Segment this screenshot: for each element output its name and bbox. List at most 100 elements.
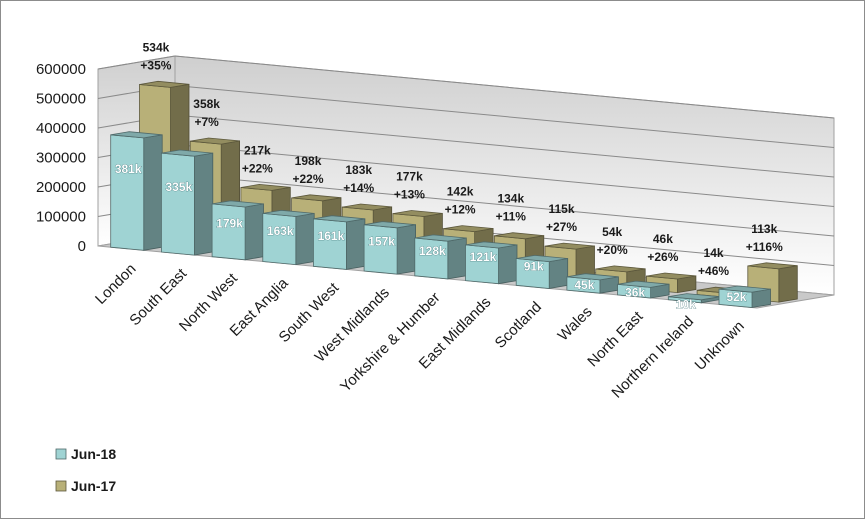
bar-jun17-12-side (778, 265, 798, 303)
x-tick-label: Unknown (692, 318, 748, 374)
data-label-jun17-change: +11% (496, 210, 527, 224)
x-tick-label: Wales (555, 303, 596, 344)
bar-jun18-0-top (110, 131, 163, 139)
legend-swatch (55, 448, 67, 460)
bar-jun18-6 (414, 234, 467, 280)
data-label-jun18-value: 45k (574, 278, 594, 292)
bar-jun18-1-top (161, 149, 213, 157)
data-label-jun17-value: 46k (653, 232, 673, 246)
bar-jun18-0-side (143, 134, 163, 251)
data-label-jun17-value: 217k (244, 143, 271, 157)
data-label-jun18-value: 179k (216, 217, 243, 231)
data-label-jun17-value: 534k (143, 40, 170, 54)
bar-jun17-8-top (544, 242, 595, 250)
legend-label: Jun-17 (71, 478, 116, 494)
bar-jun18-1-side (193, 152, 214, 256)
bar-jun18-12 (718, 285, 771, 308)
legend-swatch (55, 480, 67, 492)
data-label-jun18-value: 161k (318, 229, 345, 243)
bar-jun18-3 (262, 209, 315, 266)
data-label-jun18-value: 157k (368, 235, 395, 249)
bar-jun18-2-side (244, 203, 264, 261)
bar-jun18-5-top (364, 221, 416, 229)
data-label-jun17-value: 142k (447, 185, 474, 199)
bar-jun18-6-side (447, 237, 467, 280)
data-label-jun18-value: 381k (115, 162, 142, 176)
bar-jun18-7 (465, 241, 518, 285)
data-label-jun17-value: 14k (704, 246, 724, 260)
bar-jun17-9-top (595, 265, 646, 273)
data-label-jun17-value: 358k (193, 97, 220, 111)
data-label-jun17-change: +7% (194, 115, 219, 129)
x-tick-label: Scotland (492, 299, 545, 352)
bar-jun18-3-top (262, 209, 315, 217)
bar-jun18-7-side (498, 244, 518, 285)
bar-jun18-4 (312, 215, 366, 270)
y-tick-label: 200000 (36, 179, 86, 196)
bar-jun17-5-top (392, 210, 443, 217)
bar-jun18-7-top (465, 241, 518, 249)
bar-jun18-4-top (313, 215, 365, 223)
bar-jun17-7-top (494, 232, 544, 240)
bar-jun17-0-top (139, 80, 190, 88)
data-label-jun18-value: 91k (524, 260, 544, 274)
bar-jun17-4-top (342, 203, 392, 211)
bar-jun18-10 (617, 280, 670, 299)
x-tick-label: London (92, 260, 139, 307)
bar-jun17-1-top (190, 137, 240, 145)
bar-jun18-3-front (262, 212, 297, 266)
data-label-jun17-change: +27% (546, 220, 577, 234)
data-label-jun17-value: 198k (295, 154, 322, 168)
y-tick-label: 600000 (36, 61, 86, 78)
data-label-jun17-change: +116% (746, 240, 783, 254)
bar-jun17-10-top (646, 272, 696, 280)
bar-jun18-0-front (110, 134, 145, 251)
bar-jun18-8 (515, 254, 569, 289)
bar-jun18-4-front (312, 218, 347, 270)
data-label-jun17-value: 183k (345, 163, 372, 177)
data-label-jun18-value: 10k (676, 298, 696, 312)
bar-jun18-2-front (211, 203, 246, 261)
data-label-jun17-change: +46% (698, 264, 729, 278)
bar-jun17-6-top (443, 225, 494, 233)
bar-jun17-2-top (240, 183, 291, 191)
data-label-jun17-change: +35% (140, 58, 171, 72)
data-label-jun17-change: +22% (242, 161, 273, 175)
legend-label: Jun-18 (71, 446, 116, 462)
gridline (97, 55, 835, 119)
bar-jun18-12-top (718, 285, 771, 293)
bar-jun18-5 (363, 221, 417, 275)
data-label-jun17-change: +12% (445, 203, 476, 217)
data-label-jun17-change: +22% (293, 172, 324, 186)
bar-jun18-8-side (548, 258, 569, 289)
y-tick-label: 500000 (36, 91, 86, 108)
data-label-jun18-value: 52k (726, 290, 746, 304)
bar-jun17-3-top (291, 194, 342, 202)
x-tick-label: Yorkshire & Humber (337, 289, 444, 396)
data-label-jun17-value: 113k (751, 222, 777, 236)
data-label-jun17-change: +26% (647, 250, 678, 264)
y-tick-label: 300000 (36, 150, 86, 167)
bar-jun18-3-side (295, 212, 315, 266)
bar-jun18-2-top (212, 200, 264, 208)
legend: Jun-18 Jun-17 (55, 446, 116, 494)
bar-jun18-11 (667, 293, 721, 304)
y-tick-label: 0 (78, 238, 86, 255)
data-label-jun17-value: 177k (396, 170, 423, 184)
data-label-jun18-value: 128k (419, 244, 446, 258)
data-label-jun17-change: +20% (597, 243, 628, 257)
bar-jun18-8-top (516, 254, 568, 263)
data-label-jun17-value: 54k (602, 225, 622, 239)
data-label-jun18-value: 121k (470, 250, 497, 264)
data-label-jun17-change: +13% (394, 188, 425, 202)
bar-jun17-12-top (747, 262, 798, 270)
data-label-jun17-change: +14% (343, 181, 374, 195)
bar-jun18-0 (110, 131, 163, 251)
data-label-jun17-value: 134k (497, 192, 524, 206)
bar-jun18-9 (566, 273, 619, 294)
y-tick-label: 400000 (36, 120, 86, 137)
bar-jun18-10-top (617, 280, 670, 288)
data-label-jun18-value: 163k (267, 224, 294, 238)
